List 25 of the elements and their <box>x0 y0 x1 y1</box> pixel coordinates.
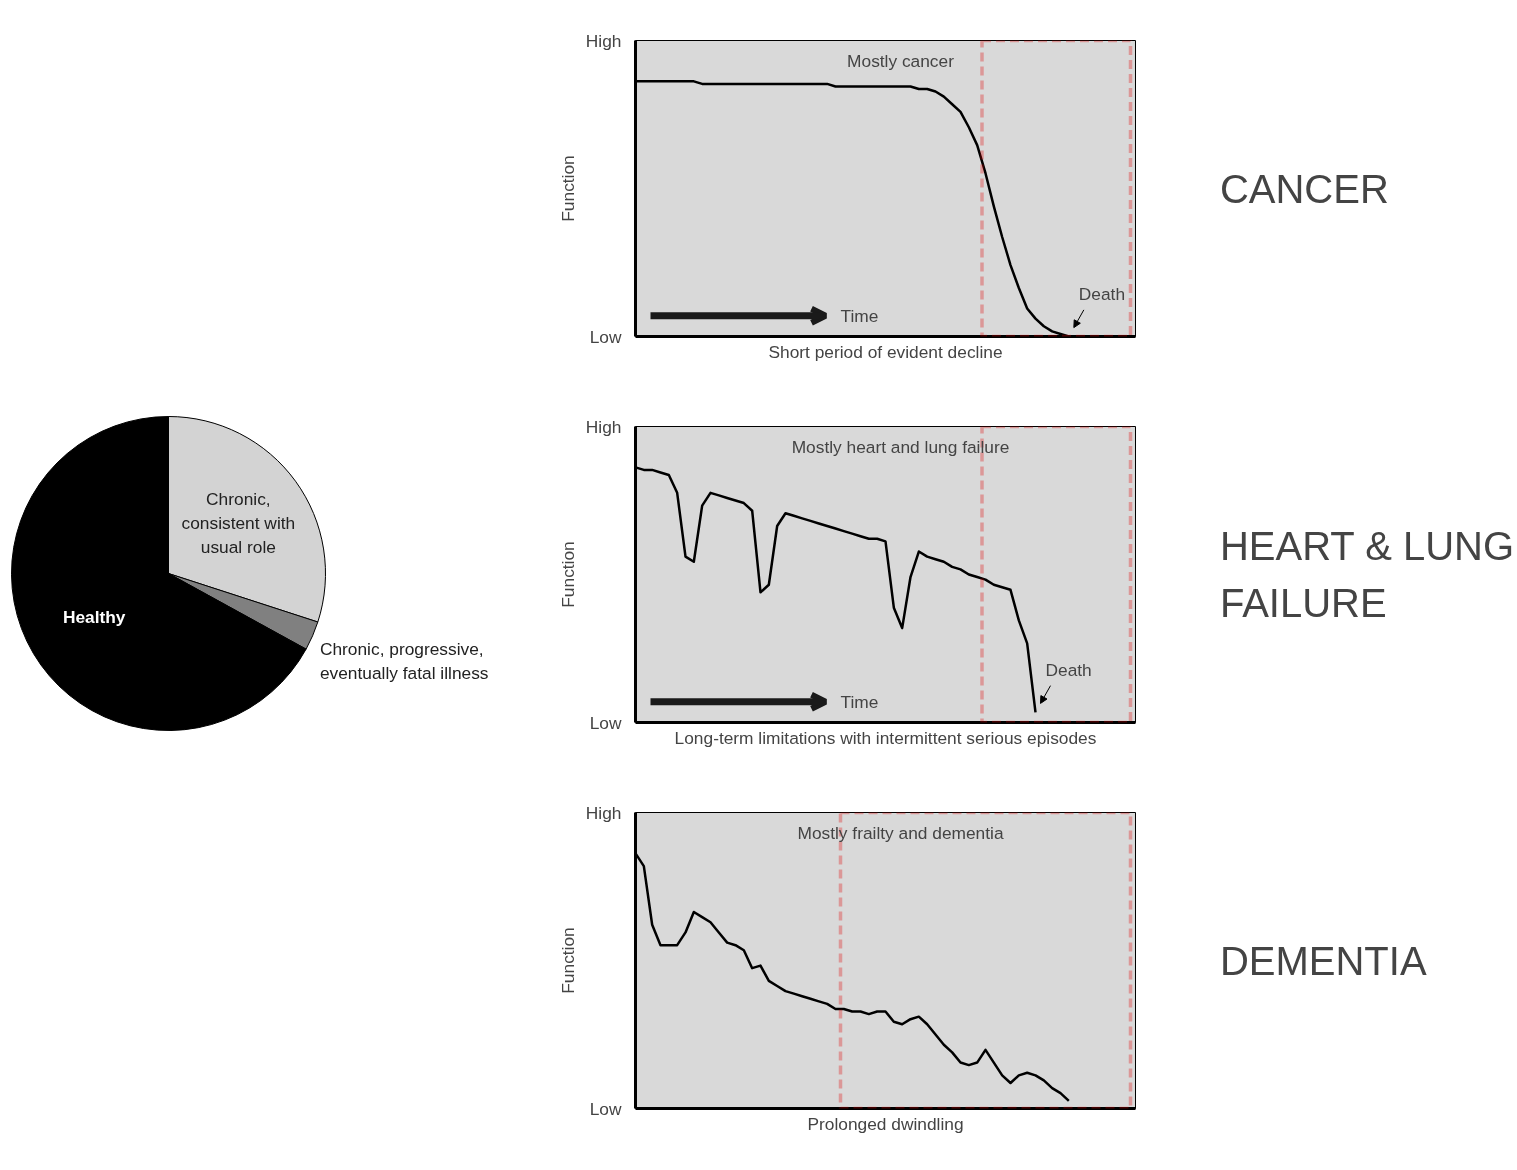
slice-label: Chronic, consistent with usual role <box>181 488 296 557</box>
text: Low <box>589 712 622 733</box>
text: Mostly frailty and dementia <box>797 823 1004 844</box>
y-axis-title: Function <box>557 927 578 994</box>
text: Low <box>589 326 622 347</box>
x-axis-title: Prolonged dwindling <box>807 1113 964 1134</box>
annotation: Death <box>1078 283 1126 304</box>
y-axis-title: Function <box>557 155 578 222</box>
text: High <box>585 802 622 823</box>
text: High <box>585 30 622 51</box>
text: Mostly cancer <box>847 51 955 72</box>
text: High <box>585 416 622 437</box>
x-axis-title: Short period of evident decline <box>768 341 1003 362</box>
annotation: Death <box>1045 659 1092 680</box>
x-axis-title: Long-term limitations with intermittent serious episodes <box>674 727 1097 748</box>
text: HEART & LUNG FAILURE <box>1219 523 1515 626</box>
y-axis-title: Function <box>557 541 578 608</box>
text: DEMENTIA <box>1219 938 1427 983</box>
text: Low <box>589 1098 622 1119</box>
slice-label: Healthy <box>62 607 126 628</box>
text: CANCER <box>1219 166 1389 211</box>
annotation: Time <box>840 305 879 326</box>
slice-label: Chronic, progressive, eventually fatal illness <box>319 639 489 684</box>
text: Mostly heart and lung failure <box>791 437 1010 458</box>
annotation: Time <box>840 691 879 712</box>
